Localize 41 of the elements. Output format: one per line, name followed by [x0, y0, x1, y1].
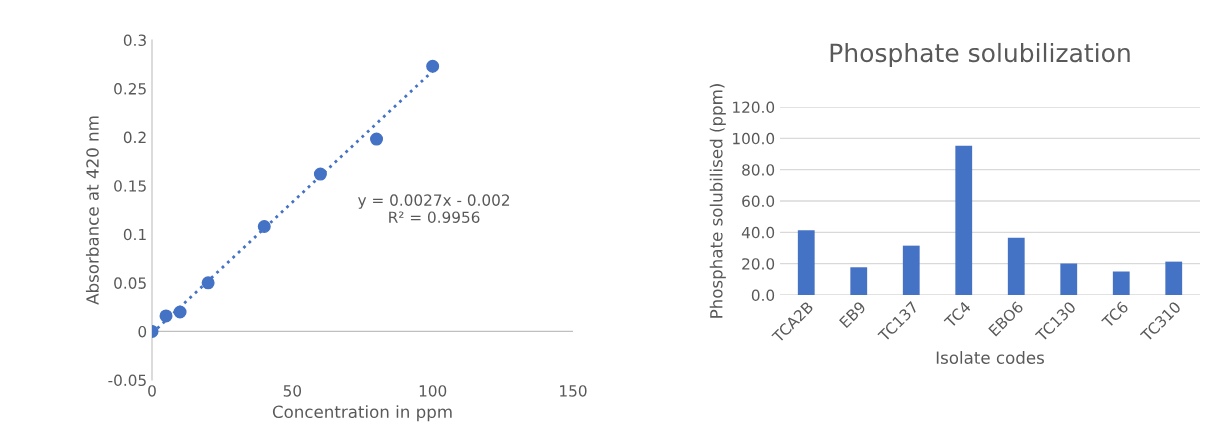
x-tick-label: 0 — [148, 385, 156, 397]
bar — [797, 230, 815, 295]
x-axis-title: Concentration in ppm — [272, 405, 452, 422]
point — [313, 167, 327, 181]
x-tick-label: 150 — [560, 385, 587, 397]
x-tick-label: TC4 — [943, 300, 972, 329]
y-tick-label: 80.0 — [742, 164, 775, 176]
x-tick-label: 50 — [283, 385, 302, 397]
y-tick-label: -0.05 — [108, 374, 146, 387]
y-tick-label: 120.0 — [733, 101, 775, 114]
point — [370, 132, 384, 146]
point — [426, 59, 440, 73]
x-tick-label: 100 — [419, 385, 447, 397]
bar — [1060, 263, 1078, 295]
y-tick-label: 0.2 — [123, 131, 146, 144]
point — [173, 305, 187, 319]
bar — [1165, 261, 1183, 295]
y-axis-title: Absorbance at 420 nm — [85, 116, 99, 305]
bar — [1112, 271, 1130, 295]
y-tick-label: 60.0 — [742, 195, 775, 208]
y-axis-title: Phosphate solubilised (ppm) — [709, 84, 726, 318]
y-tick-label: 40.0 — [741, 226, 775, 239]
bar — [850, 267, 868, 295]
bar — [955, 145, 973, 295]
y-tick-label: 0.25 — [114, 83, 146, 95]
y-tick-label: 0.05 — [114, 277, 146, 289]
point — [201, 276, 215, 290]
annotation: y = 0.0027x - 0.002 R² = 0.9956 — [358, 194, 510, 223]
y-tick-label: 0.0 — [751, 289, 775, 302]
y-tick-label: 0.15 — [114, 180, 146, 192]
point — [159, 309, 173, 323]
y-tick-label: 100.0 — [733, 132, 775, 145]
y-tick-label: 0.1 — [123, 228, 146, 241]
bar — [902, 245, 920, 295]
y-tick-label: 0.3 — [123, 34, 146, 47]
point — [257, 220, 271, 234]
chart-title: Phosphate solubilization — [830, 42, 1130, 68]
y-tick-label: 20.0 — [742, 258, 775, 270]
x-axis-title: Isolate codes — [936, 351, 1044, 364]
bar — [1007, 237, 1025, 295]
x-tick-label: TC6 — [1101, 300, 1129, 329]
